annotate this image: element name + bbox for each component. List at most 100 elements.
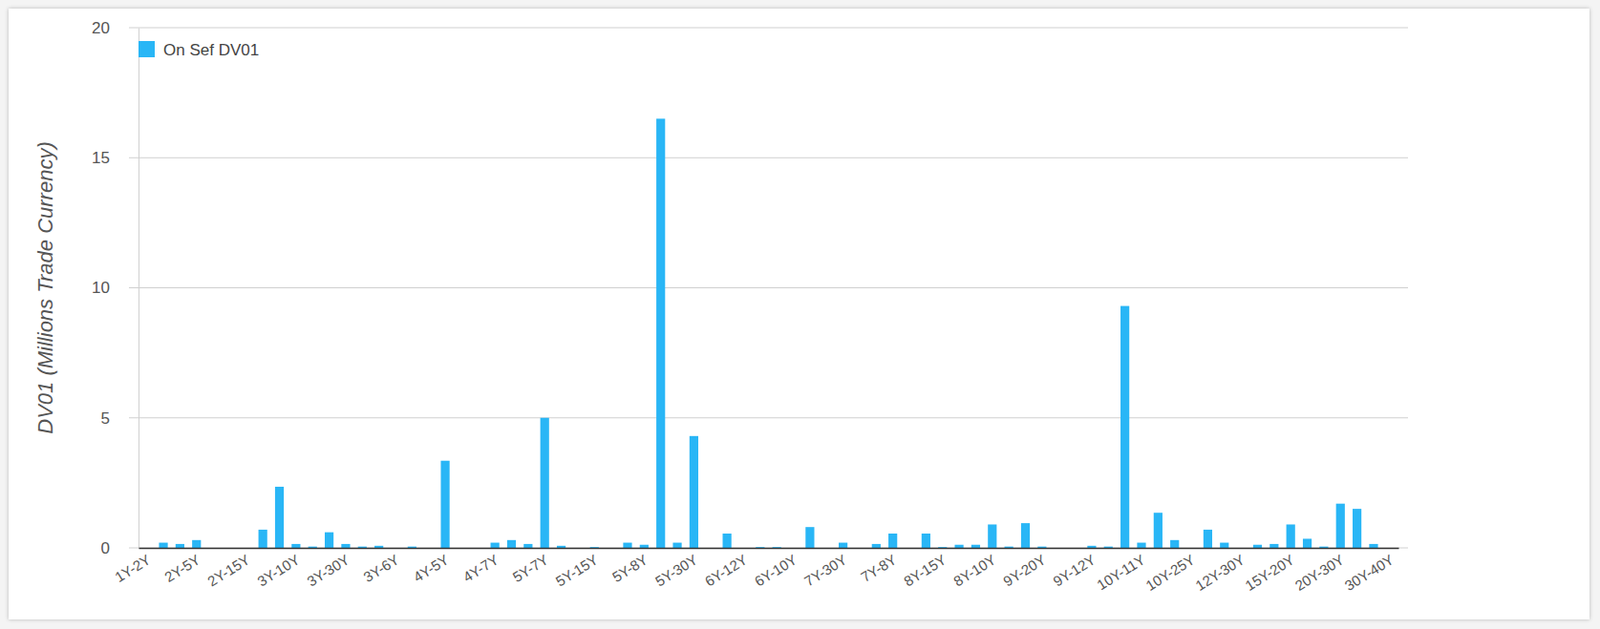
bar (1286, 524, 1296, 549)
bar (672, 543, 682, 549)
bar (1336, 504, 1345, 549)
bar (872, 544, 881, 549)
x-tick-label: 9Y-12Y (1049, 551, 1098, 590)
x-tick: 2Y-15Y (204, 548, 253, 591)
x-tick-label: 1Y-2Y (111, 551, 153, 586)
bar (1021, 523, 1030, 549)
x-tick: 3Y-30Y (303, 548, 352, 591)
x-tick-label: 3Y-6Y (360, 551, 402, 586)
x-tick: 15Y-20Y (1241, 548, 1297, 595)
x-tick-label: 5Y-15Y (553, 551, 601, 590)
y-axis: 0 5 10 15 20 (91, 19, 139, 558)
x-tick-label: 7Y-30Y (801, 551, 850, 590)
x-tick-label: 15Y-20Y (1241, 551, 1297, 595)
x-tick: 8Y-10Y (950, 548, 999, 591)
y-tick-label: 5 (101, 409, 110, 428)
y-tick-label: 15 (91, 149, 110, 168)
chart-frame (8, 8, 1590, 620)
legend-swatch (138, 41, 155, 58)
y-tick-label: 10 (91, 278, 110, 298)
grid-line (128, 27, 1408, 29)
bar (341, 544, 350, 549)
bar (622, 543, 632, 549)
x-tick: 3Y-6Y (360, 548, 402, 586)
bar (1153, 512, 1163, 549)
x-tick: 12Y-30Y (1192, 548, 1247, 595)
x-tick-label: 12Y-30Y (1192, 551, 1247, 595)
x-tick: 5Y-8Y (609, 548, 651, 586)
x-tick-label: 3Y-30Y (303, 551, 352, 590)
y-tick: 0 (101, 539, 139, 558)
bar (1352, 509, 1362, 549)
bar (1203, 530, 1213, 549)
bar (507, 540, 516, 549)
bars (158, 118, 1378, 549)
bar (192, 540, 201, 549)
grid (128, 27, 1408, 549)
x-tick-label: 30Y-40Y (1342, 551, 1397, 595)
grid-line (128, 157, 1408, 159)
x-tick-label: 8Y-10Y (950, 551, 999, 590)
bar (440, 461, 449, 549)
x-tick: 7Y-30Y (801, 548, 850, 591)
bar (954, 545, 963, 549)
x-tick: 3Y-10Y (254, 548, 302, 591)
bar (1087, 546, 1096, 549)
x-tick: 5Y-15Y (553, 548, 601, 591)
bar (805, 527, 814, 549)
x-tick-label: 10Y-25Y (1142, 551, 1197, 595)
bar (838, 543, 848, 549)
x-tick: 2Y-5Y (161, 548, 203, 586)
y-tick: 5 (101, 409, 139, 428)
x-tick: 1Y-2Y (111, 548, 153, 586)
bar (723, 533, 732, 549)
x-tick-label: 20Y-30Y (1292, 551, 1347, 595)
bar (640, 545, 649, 549)
x-tick-label: 2Y-5Y (161, 551, 203, 586)
bar (258, 530, 268, 549)
y-tick-label: 0 (101, 539, 110, 558)
bar (490, 543, 500, 549)
x-tick-label: 7Y-8Y (857, 551, 899, 586)
bar (921, 533, 931, 549)
bar (158, 543, 168, 549)
x-tick: 10Y-11Y (1093, 548, 1148, 594)
x-tick-label: 5Y-8Y (609, 551, 651, 586)
x-tick-label: 6Y-10Y (751, 551, 800, 590)
bar (987, 524, 997, 549)
x-tick: 7Y-8Y (857, 548, 899, 586)
x-tick: 5Y-7Y (510, 548, 552, 586)
x-tick-label: 9Y-20Y (1000, 551, 1048, 590)
x-tick-label: 4Y-5Y (409, 551, 451, 586)
bar (523, 544, 533, 549)
bar (971, 545, 981, 549)
x-tick: 4Y-5Y (409, 548, 451, 586)
bar (1368, 544, 1378, 549)
bar (1253, 545, 1262, 549)
y-tick: 15 (91, 149, 139, 168)
x-tick-label: 10Y-11Y (1093, 551, 1148, 594)
bar (1120, 306, 1130, 549)
x-axis-line (139, 548, 1400, 551)
y-tick: 20 (91, 19, 139, 38)
x-tick: 6Y-12Y (702, 548, 750, 591)
x-tick-label: 2Y-15Y (204, 551, 253, 590)
bar (1170, 540, 1179, 549)
bar (374, 546, 384, 549)
y-axis-title: DV01 (Millions Trade Currency) (33, 141, 58, 434)
bar (275, 487, 284, 549)
legend-label: On Sef DV01 (163, 41, 259, 60)
x-tick: 10Y-25Y (1142, 548, 1197, 595)
bar (1219, 543, 1229, 549)
x-tick: 9Y-20Y (1000, 548, 1048, 591)
y-tick-label: 20 (91, 19, 110, 38)
grid-line (128, 287, 1408, 289)
bar (1136, 543, 1146, 549)
grid-line (128, 417, 1408, 419)
bar (1269, 544, 1279, 549)
y-axis-line (138, 28, 140, 550)
y-tick: 10 (91, 278, 139, 298)
x-tick: 9Y-12Y (1049, 548, 1098, 591)
bar (888, 533, 897, 549)
x-tick: 8Y-15Y (900, 548, 949, 591)
